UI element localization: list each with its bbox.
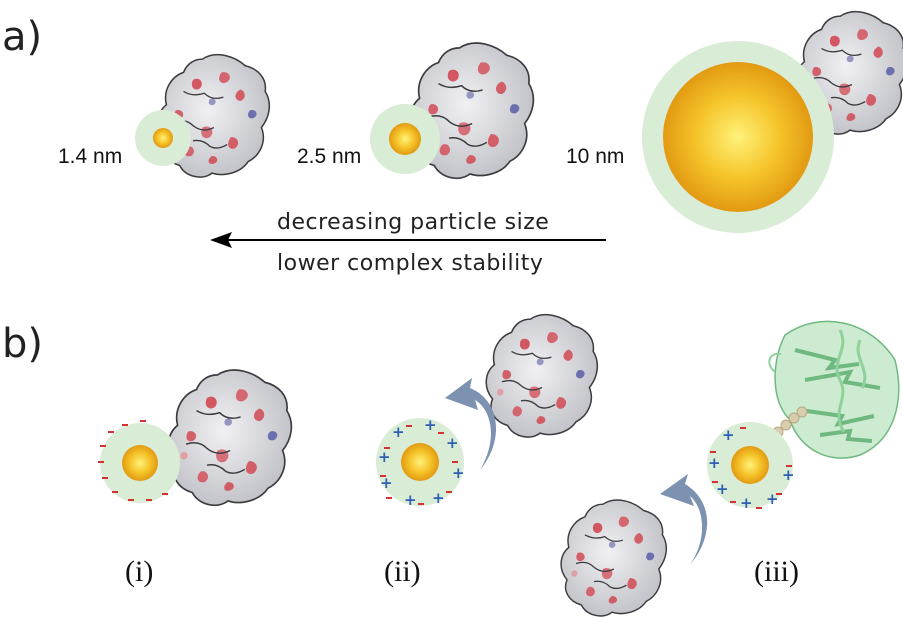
negative-charges: [98, 420, 168, 501]
panel-b-label: b): [2, 321, 43, 367]
protein-surface: [560, 499, 668, 617]
negative-charges: [380, 425, 458, 505]
protein-surface: [167, 369, 293, 507]
negative-charges: [710, 427, 792, 509]
svg-text:+: +: [446, 434, 459, 452]
panel-a-label: a): [2, 14, 42, 60]
curved-arrow: [445, 378, 497, 470]
svg-text:+: +: [782, 466, 795, 484]
svg-text:+: +: [392, 423, 405, 441]
case-label: (ii): [384, 555, 421, 588]
arrow-label-top: decreasing particle size: [277, 210, 549, 235]
svg-text:+: +: [404, 491, 417, 509]
protein-ribbon: [768, 320, 900, 459]
svg-text:+: +: [740, 494, 753, 512]
protein-surface: [485, 313, 599, 438]
size-label: 1.4 nm: [58, 145, 122, 168]
svg-text:+: +: [708, 454, 721, 472]
arrow-label-bottom: lower complex stability: [277, 251, 543, 276]
case-label: (i): [125, 555, 153, 588]
gold-nanoparticle: [401, 443, 439, 481]
svg-text:+: +: [380, 474, 393, 492]
svg-text:+: +: [432, 489, 445, 507]
svg-text:+: +: [424, 416, 437, 434]
size-label: 2.5 nm: [297, 145, 361, 168]
gold-nanoparticle: [731, 446, 769, 484]
trend-arrow-head: [210, 232, 232, 248]
gold-nanoparticle: [389, 123, 421, 155]
size-label: 10 nm: [566, 145, 624, 168]
svg-text:+: +: [722, 426, 735, 444]
gold-nanoparticle: [153, 128, 173, 148]
gold-nanoparticle: [663, 62, 813, 212]
positive-charges: + + + + + + + +: [378, 416, 465, 509]
case-label: (iii): [754, 555, 799, 588]
svg-text:+: +: [452, 464, 465, 482]
svg-text:+: +: [766, 490, 779, 508]
gold-nanoparticle: [122, 445, 158, 481]
curved-arrow: [660, 474, 708, 565]
svg-text:+: +: [716, 480, 729, 498]
svg-text:+: +: [378, 448, 391, 466]
positive-charges: + + + + + +: [708, 426, 795, 512]
